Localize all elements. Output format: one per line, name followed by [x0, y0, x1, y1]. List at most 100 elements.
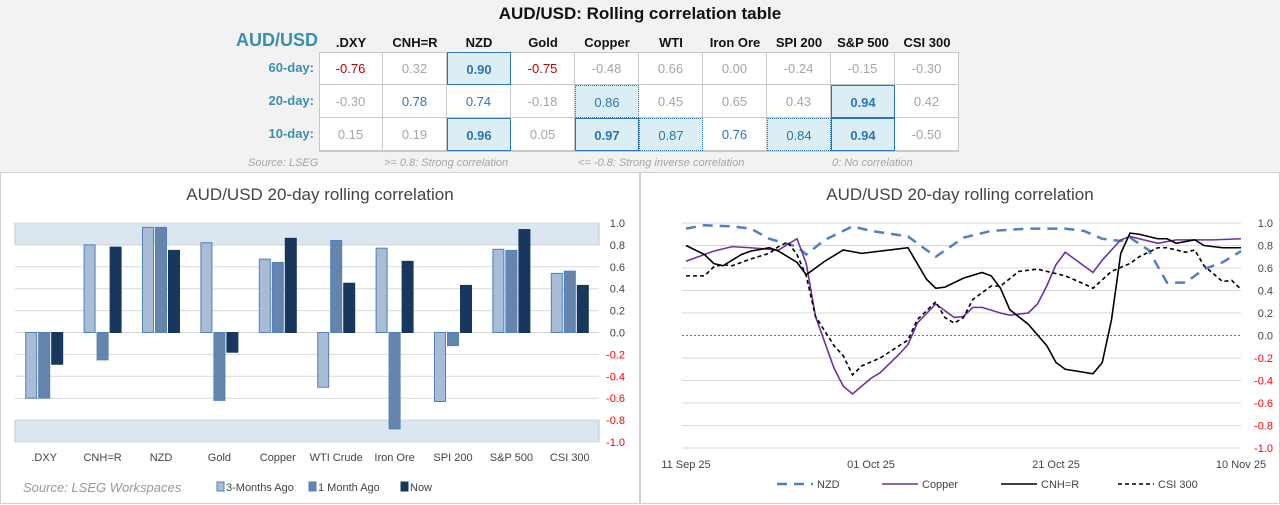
- category-label: NZD: [150, 452, 173, 464]
- table-cell: -0.50: [895, 118, 959, 151]
- source-label: Source: LSEG Workspaces: [23, 480, 182, 495]
- column-header: NZD: [465, 35, 493, 50]
- bar-1-month-ago: [330, 240, 343, 333]
- y-tick-label: 0.8: [610, 240, 625, 252]
- line-chart-panel: AUD/USD 20-day rolling correlation 1.0 0.…: [640, 172, 1280, 504]
- table-cell: 0.42: [895, 85, 959, 118]
- column-header: SPI 200: [775, 35, 823, 50]
- column-header: S&P 500: [837, 35, 889, 50]
- column-header: Copper: [584, 35, 630, 50]
- bar-3-months-ago: [200, 242, 213, 333]
- table-cell: -0.48: [575, 52, 639, 85]
- column-header: Iron Ore: [709, 35, 761, 50]
- table-cell: -0.75: [511, 52, 575, 85]
- table-cell: 0.15: [319, 118, 383, 151]
- bar-now: [401, 260, 414, 333]
- correlation-table-panel: AUD/USD: Rolling correlation table AUD/U…: [0, 0, 1280, 172]
- source-note: Source: LSEG: [248, 157, 319, 169]
- table-corner-label: AUD/USD: [235, 30, 318, 50]
- bar-now: [109, 246, 122, 333]
- x-tick-label: 01 Oct 25: [847, 459, 895, 471]
- bar-1-month-ago: [505, 249, 518, 333]
- column-header: .DXY: [335, 35, 367, 50]
- y-tick-label: -0.2: [606, 349, 625, 361]
- bar-3-months-ago: [142, 226, 154, 334]
- line-chart: 1.0 0.8 0.6 0.4 0.2 0.0 -0.2 -0.4 -0.6 -0.8 -1.0 11…: [661, 218, 1273, 491]
- category-label: CSI 300: [550, 452, 590, 464]
- shaded-band: [14, 222, 600, 246]
- legend-label: NZD: [817, 479, 840, 491]
- row-header: 10-day:: [268, 126, 314, 141]
- table-cell: 0.97: [575, 118, 639, 151]
- y-tick-label: 0.0: [1258, 331, 1273, 343]
- category-label: S&P 500: [490, 452, 533, 464]
- bar-3-months-ago: [25, 332, 38, 399]
- y-tick-label: -0.6: [606, 393, 625, 405]
- category-label: .DXY: [31, 452, 57, 464]
- table-cell: 0.43: [767, 85, 831, 118]
- y-tick-label: 0.8: [1258, 241, 1273, 253]
- y-tick-label: 0.0: [610, 328, 625, 340]
- x-tick-label: 21 Oct 25: [1032, 459, 1080, 471]
- y-tick-label: 0.6: [610, 262, 625, 274]
- legend-swatch: [216, 481, 225, 492]
- table-cell: 0.32: [383, 52, 447, 85]
- bar-chart: 1.0 0.8 0.6 0.4 0.2 0.0 -0.2 -0.4 -0.6 -0.8 -1.0 .D…: [14, 218, 625, 495]
- y-tick-label: -0.4: [1254, 376, 1273, 388]
- y-tick-label: -0.4: [606, 371, 625, 383]
- table-cell: 0.84: [767, 118, 831, 151]
- table-cell: -0.15: [831, 52, 895, 85]
- y-tick-label: 1.0: [610, 218, 625, 230]
- y-tick-label: 0.2: [1258, 308, 1273, 320]
- y-tick-label: -1.0: [606, 437, 625, 449]
- category-label: SPI 200: [433, 452, 472, 464]
- category-label: CNH=R: [83, 452, 121, 464]
- series-line-cnh-r: [685, 232, 1241, 375]
- table-cell: 0.86: [575, 85, 639, 118]
- y-tick-label: -0.6: [1254, 398, 1273, 410]
- bar-1-month-ago: [155, 226, 167, 334]
- table-cell: 0.94: [831, 118, 895, 151]
- table-cell: -0.30: [319, 85, 383, 118]
- table-cell: 0.66: [639, 52, 703, 85]
- column-header: Gold: [528, 35, 558, 50]
- correlation-grid: -0.76 0.32 0.90 -0.75 -0.48 0.66 0.00 -0.24 -0.1…: [319, 52, 959, 152]
- bar-3-months-ago: [258, 258, 271, 333]
- table-cell: 0.87: [639, 118, 703, 151]
- legend-label: CNH=R: [1041, 479, 1079, 491]
- column-header: CNH=R: [392, 35, 438, 50]
- bar-1-month-ago: [563, 270, 576, 333]
- legend-inverse: <= -0.8: Strong inverse correlation: [578, 157, 745, 169]
- legend-label: CSI 300: [1158, 479, 1198, 491]
- table-cell: -0.30: [895, 52, 959, 85]
- bar-chart-title: AUD/USD 20-day rolling correlation: [186, 185, 454, 204]
- bar-3-months-ago: [492, 248, 505, 333]
- y-tick-label: 1.0: [1258, 218, 1273, 230]
- y-tick-label: -1.0: [1254, 443, 1273, 455]
- bar-1-month-ago: [447, 332, 459, 347]
- category-label: WTI Crude: [310, 452, 363, 464]
- table-cell: 0.78: [383, 85, 447, 118]
- bar-now: [460, 284, 472, 333]
- table-cell: 0.00: [703, 52, 767, 85]
- series-line-csi-300: [686, 241, 1242, 377]
- bar-chart-panel: AUD/USD 20-day rolling correlation 1.0 0.…: [0, 172, 640, 504]
- bar-1-month-ago: [38, 332, 51, 399]
- row-header: 60-day:: [268, 60, 314, 75]
- category-label: Iron Ore: [374, 452, 414, 464]
- y-tick-label: -0.8: [1254, 421, 1273, 433]
- bar-3-months-ago: [375, 247, 388, 333]
- x-tick-label: 11 Sep 25: [661, 459, 710, 471]
- bar-now: [168, 249, 180, 333]
- y-tick-label: 0.6: [1258, 263, 1273, 275]
- column-header: CSI 300: [903, 35, 951, 50]
- bar-1-month-ago: [96, 332, 109, 361]
- line-chart-title: AUD/USD 20-day rolling correlation: [826, 185, 1094, 204]
- table-title: AUD/USD: Rolling correlation table: [498, 4, 782, 23]
- table-cell: 0.94: [831, 85, 895, 118]
- table-cell: 0.45: [639, 85, 703, 118]
- table-cell: -0.76: [319, 52, 383, 85]
- shaded-band: [14, 419, 600, 443]
- row-header: 20-day:: [268, 93, 314, 108]
- table-cell: 0.05: [511, 118, 575, 151]
